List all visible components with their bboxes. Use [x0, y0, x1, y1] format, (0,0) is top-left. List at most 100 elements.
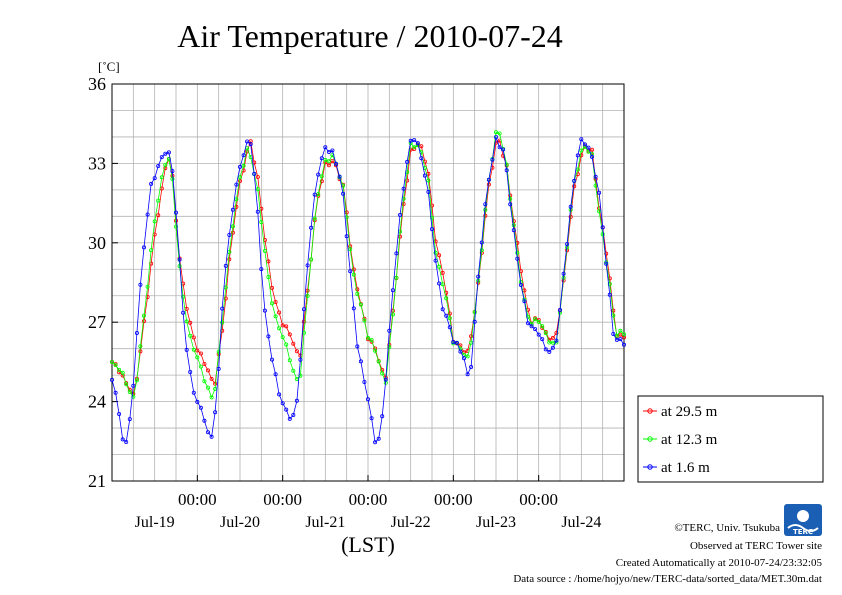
data-point — [479, 240, 484, 245]
data-point — [319, 179, 324, 184]
legend: at 29.5 m at 12.3 m at 1.6 m — [643, 404, 718, 476]
data-point — [266, 334, 271, 339]
data-point — [444, 296, 449, 301]
data-point — [181, 310, 186, 315]
data-point — [558, 307, 563, 312]
data-point — [262, 308, 267, 313]
data-point — [152, 176, 157, 181]
data-point — [312, 216, 317, 221]
data-point — [145, 212, 150, 217]
data-point — [241, 163, 246, 168]
data-point — [234, 204, 239, 209]
data-point — [305, 293, 310, 298]
data-point — [166, 150, 171, 155]
data-point — [465, 372, 470, 377]
data-point — [234, 197, 239, 202]
data-point — [600, 232, 605, 237]
data-point — [191, 335, 196, 340]
data-point — [117, 367, 122, 372]
data-point — [223, 263, 228, 268]
data-point — [572, 184, 577, 189]
x-tick-label: 00:00 — [434, 490, 473, 509]
logo-text: TERC — [793, 528, 813, 536]
data-point — [362, 318, 367, 323]
data-point — [269, 285, 274, 290]
data-point — [259, 220, 264, 225]
x-tick-label: 00:00 — [263, 490, 302, 509]
credit-copyright: ©TERC, Univ. Tsukuba — [674, 522, 780, 534]
data-point — [582, 144, 587, 149]
data-point — [273, 299, 278, 304]
data-point — [572, 178, 577, 183]
y-tick-label: 30 — [88, 233, 106, 253]
data-point — [415, 141, 420, 146]
data-point — [604, 251, 609, 256]
data-point — [163, 151, 168, 156]
data-point — [110, 359, 115, 364]
data-point — [429, 203, 434, 208]
data-point — [600, 225, 605, 230]
data-point — [309, 225, 314, 230]
data-point — [191, 390, 196, 395]
credit-site: Observed at TERC Tower site — [690, 540, 822, 552]
data-point — [590, 154, 595, 159]
data-point — [291, 412, 296, 417]
data-point — [373, 440, 378, 445]
data-point — [437, 253, 442, 258]
data-point — [291, 341, 296, 346]
data-point — [145, 284, 150, 289]
data-point — [195, 355, 200, 360]
data-point — [469, 364, 474, 369]
data-point — [134, 330, 139, 335]
data-point — [504, 162, 509, 167]
data-point — [280, 323, 285, 328]
data-point — [597, 190, 602, 195]
data-point — [469, 334, 474, 339]
data-point — [440, 270, 445, 275]
terc-logo: TERC — [784, 504, 822, 536]
data-point — [437, 281, 442, 286]
data-point — [579, 137, 584, 142]
data-point — [536, 332, 541, 337]
x-date-label: Jul-23 — [476, 514, 516, 531]
legend-label: at 12.3 m — [661, 432, 718, 448]
data-point — [540, 337, 545, 342]
x-date-label: Jul-20 — [220, 514, 260, 531]
data-point — [181, 294, 186, 299]
data-point — [209, 376, 214, 381]
data-point — [348, 247, 353, 252]
data-point — [486, 177, 491, 182]
data-point — [522, 299, 527, 304]
data-point — [618, 337, 623, 342]
data-point — [429, 215, 434, 220]
data-point — [419, 156, 424, 161]
data-point — [262, 248, 267, 253]
data-point — [405, 159, 410, 164]
data-point — [568, 214, 573, 219]
data-point — [433, 250, 438, 255]
data-point — [227, 257, 232, 262]
data-point — [330, 148, 335, 153]
data-point — [614, 337, 619, 342]
data-point — [273, 314, 278, 319]
data-point — [269, 357, 274, 362]
data-point — [607, 292, 612, 297]
data-point — [518, 282, 523, 287]
data-point — [490, 157, 495, 162]
data-point — [216, 349, 221, 354]
data-point — [309, 257, 314, 262]
data-point — [138, 282, 143, 287]
data-point — [348, 269, 353, 274]
data-point — [394, 275, 399, 280]
y-tick-label: 36 — [88, 74, 106, 94]
grid-lines — [112, 84, 624, 481]
data-point — [202, 361, 207, 366]
legend-marker — [647, 436, 653, 442]
data-point — [437, 264, 442, 269]
data-point — [526, 321, 531, 326]
chart-title: Air Temperature / 2010-07-24 — [177, 18, 563, 54]
data-point — [184, 319, 189, 324]
data-point — [529, 324, 534, 329]
data-point — [465, 354, 470, 359]
data-point — [134, 378, 139, 383]
